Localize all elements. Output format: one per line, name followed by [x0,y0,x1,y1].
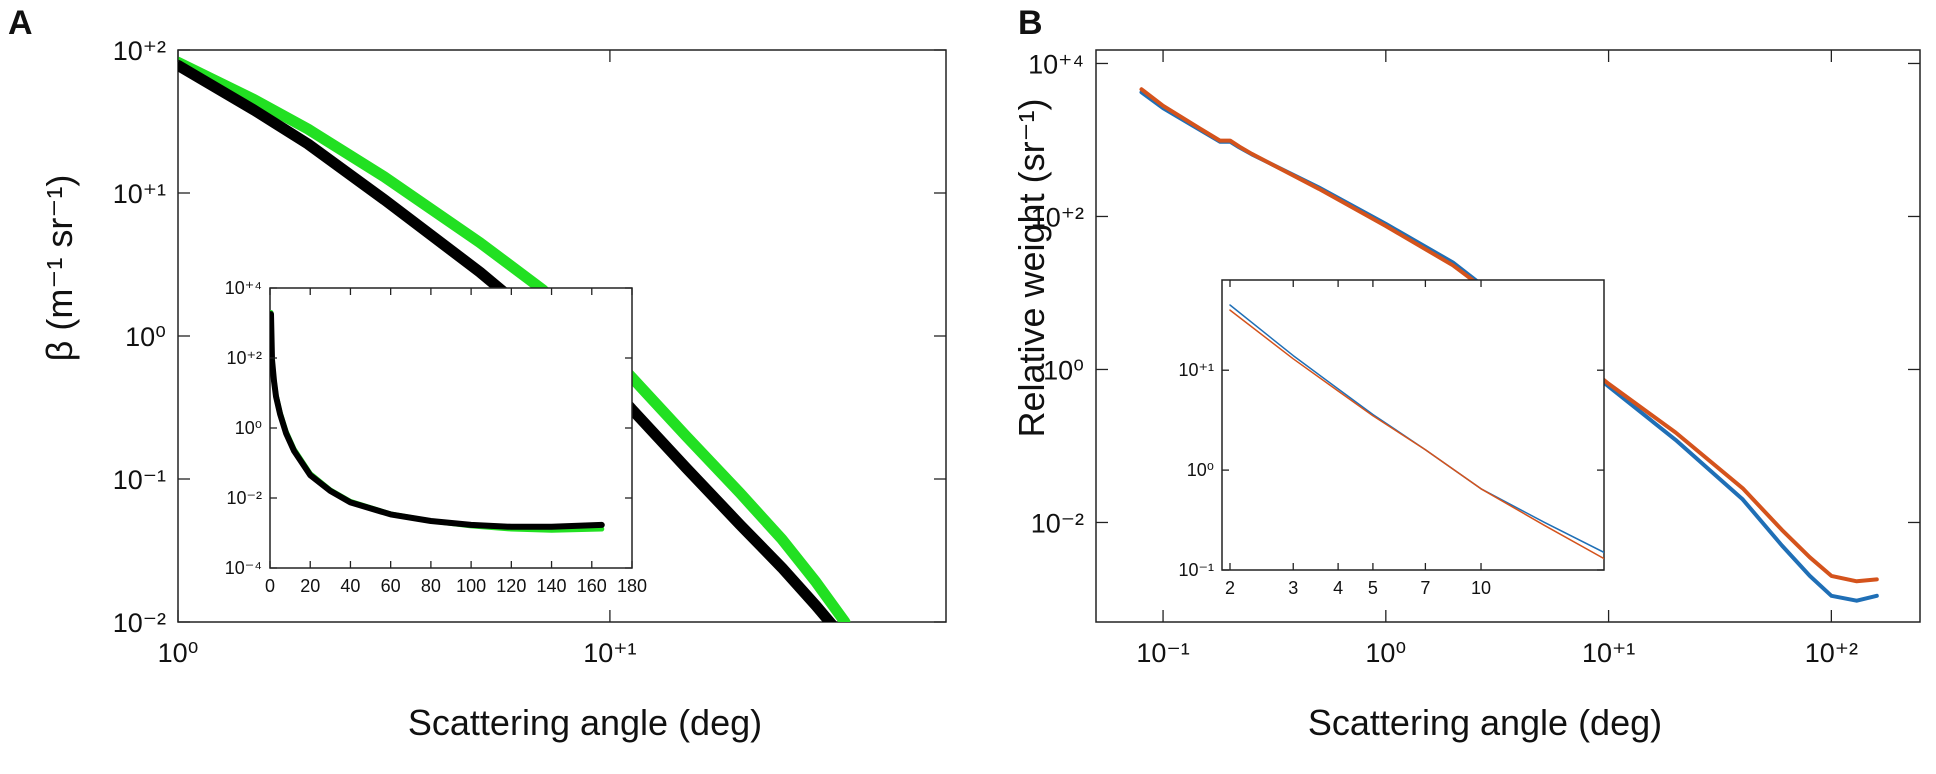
b-inset-y-tick-label: 10⁻¹ [1178,560,1214,580]
panel-label-a: A [8,4,33,42]
panel-a-inset-plot: 0 20 40 60 80 100 120 140 160 180 10⁺⁴ 10⁺² 10⁰ 10⁻² 1… [225,278,647,596]
a-inset-y-tick-label: 10⁺⁴ [225,278,262,298]
b-main-x-tick-label: 10⁰ [1365,638,1406,668]
b-main-series-orange [1139,87,1879,584]
panel-b-y-axis-title: Relative weight (sr⁻¹) [1011,98,1052,437]
b-main-y-tick-label: 10⁺² [1031,202,1084,232]
b-main-x-tick-label: 10⁺¹ [1582,638,1635,668]
a-inset-x-tick-label: 140 [537,576,567,596]
a-main-y-tick-label: 10⁺¹ [113,179,166,209]
a-inset-y-tick-label: 10⁻⁴ [225,558,262,578]
b-main-y-tick-label: 10⁺⁴ [1028,49,1084,79]
a-inset-x-tick-label: 0 [265,576,275,596]
panel-b-main-plot: 10⁻¹ 10⁰ 10⁺¹ 10⁺² 10⁺⁴ 10⁺² 10⁰ 10⁻² [1028,49,1921,668]
panel-b-x-axis-title: Scattering angle (deg) [1308,702,1662,743]
b-main-y-tick-label: 10⁻² [1031,508,1084,538]
a-inset-x-tick-label: 120 [496,576,526,596]
panel-a-x-axis-title: Scattering angle (deg) [408,702,762,743]
a-main-x-tick-label: 10⁺¹ [583,638,636,668]
b-inset-x-tick-label: 5 [1368,578,1378,598]
b-inset-y-tick-label: 10⁰ [1187,460,1214,480]
b-inset-x-tick-label: 4 [1333,578,1343,598]
b-main-x-tick-label: 10⁺² [1805,638,1858,668]
a-inset-x-tick-label: 100 [456,576,486,596]
a-inset-x-tick-label: 60 [381,576,401,596]
b-inset-frame [1221,279,1605,571]
b-inset-x-tick-label: 7 [1420,578,1430,598]
panel-a-y-axis-title: β (m⁻¹ sr⁻¹) [39,175,80,362]
a-inset-y-tick-label: 10⁺² [226,348,262,368]
a-main-y-tick-label: 10⁰ [125,322,166,352]
b-inset-y-tick-label: 10⁺¹ [1178,360,1214,380]
a-inset-series-black [270,311,605,530]
a-main-x-tick-label: 10⁰ [158,638,199,668]
b-main-x-tick-label: 10⁻¹ [1136,638,1189,668]
a-inset-x-tick-label: 80 [421,576,441,596]
a-inset-x-tick-label: 180 [617,576,647,596]
b-inset-x-tick-label: 2 [1225,578,1235,598]
a-inset-y-tick-label: 10⁰ [235,418,262,438]
b-inset-series-orange [1229,309,1604,560]
a-inset-y-tick-label: 10⁻² [226,488,262,508]
panel-label-b: B [1018,4,1043,42]
b-main-frame [1095,49,1921,623]
a-main-y-tick-label: 10⁺² [113,36,166,66]
panel-b-inset-plot: 2 3 4 5 7 10 10⁺¹ 10⁰ 10⁻¹ [1178,279,1605,598]
b-inset-x-tick-label: 10 [1471,578,1491,598]
a-main-y-tick-label: 10⁻¹ [113,465,166,495]
a-inset-x-tick-label: 20 [300,576,320,596]
a-inset-x-tick-label: 40 [340,576,360,596]
a-inset-x-tick-label: 160 [577,576,607,596]
a-main-y-tick-label: 10⁻² [113,608,166,638]
b-main-y-tick-label: 10⁰ [1043,355,1084,385]
b-inset-x-tick-label: 3 [1288,578,1298,598]
